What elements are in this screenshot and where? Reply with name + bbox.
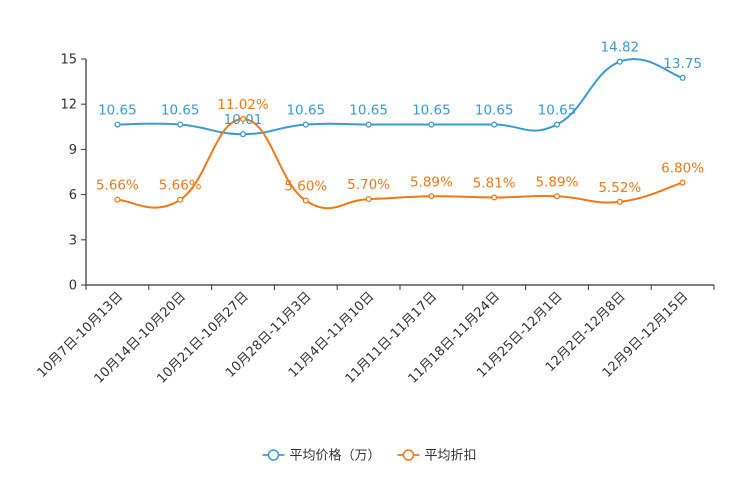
data-label: 10.65 bbox=[161, 103, 200, 119]
data-label: 13.75 bbox=[663, 56, 702, 72]
data-label: 6.80% bbox=[661, 161, 704, 177]
data-label: 5.89% bbox=[410, 174, 453, 190]
data-label: 10.65 bbox=[98, 103, 137, 119]
data-label: 11.02% bbox=[217, 97, 269, 113]
data-point bbox=[177, 121, 184, 128]
data-point bbox=[365, 121, 372, 128]
legend-item-0[interactable]: 平均价格（万） bbox=[262, 448, 381, 464]
data-label: 5.89% bbox=[536, 174, 579, 190]
data-point bbox=[177, 196, 184, 203]
data-point bbox=[114, 196, 121, 203]
y-tick-label: 0 bbox=[69, 279, 77, 294]
data-point bbox=[553, 121, 561, 128]
data-point bbox=[302, 121, 309, 128]
data-label: 5.66% bbox=[159, 178, 202, 194]
data-point bbox=[114, 121, 121, 128]
legend-item-1[interactable]: 平均折扣 bbox=[397, 449, 477, 464]
data-label: 5.70% bbox=[347, 177, 390, 193]
chart-axes: 0369121510月7日-10月13日10月14日-10月20日10月21日-… bbox=[35, 53, 715, 387]
data-point bbox=[616, 198, 623, 205]
data-point bbox=[491, 121, 498, 128]
data-label: 10.01 bbox=[224, 112, 263, 128]
series-line-0 bbox=[117, 58, 683, 136]
y-tick-label: 6 bbox=[69, 188, 77, 203]
y-tick-label: 9 bbox=[69, 143, 77, 158]
data-label: 10.65 bbox=[286, 103, 325, 119]
data-label: 10.65 bbox=[475, 103, 514, 119]
data-label: 10.65 bbox=[412, 103, 451, 119]
y-tick-label: 15 bbox=[60, 53, 77, 68]
data-point bbox=[365, 196, 372, 203]
data-point bbox=[553, 193, 561, 200]
chart-legend[interactable]: 平均价格（万） 平均折扣 bbox=[262, 448, 477, 464]
legend-swatch-marker bbox=[267, 449, 280, 461]
data-point bbox=[679, 74, 686, 81]
data-label: 5.81% bbox=[473, 175, 516, 191]
data-label: 10.65 bbox=[349, 103, 388, 119]
data-point bbox=[428, 193, 435, 200]
legend-swatch-marker bbox=[402, 449, 415, 461]
data-labels: 10.65 10.65 10.01 10.65 10.65 10.65 10.65 10.65… bbox=[96, 40, 704, 196]
data-point bbox=[491, 194, 498, 201]
y-tick-label: 12 bbox=[60, 98, 77, 113]
data-label: 10.65 bbox=[538, 103, 577, 119]
data-point bbox=[302, 197, 309, 204]
legend-label: 平均折扣 bbox=[425, 449, 477, 464]
data-label: 5.60% bbox=[284, 179, 327, 195]
data-point bbox=[239, 131, 247, 138]
data-point bbox=[239, 115, 247, 123]
data-point bbox=[428, 121, 435, 128]
series-points bbox=[114, 58, 686, 205]
y-tick-label: 3 bbox=[69, 233, 77, 248]
data-label: 5.66% bbox=[96, 178, 139, 194]
data-label: 5.52% bbox=[598, 180, 641, 196]
data-point bbox=[616, 58, 623, 65]
data-label: 14.82 bbox=[600, 40, 639, 56]
data-point bbox=[679, 179, 686, 186]
legend-label: 平均价格（万） bbox=[290, 448, 381, 464]
